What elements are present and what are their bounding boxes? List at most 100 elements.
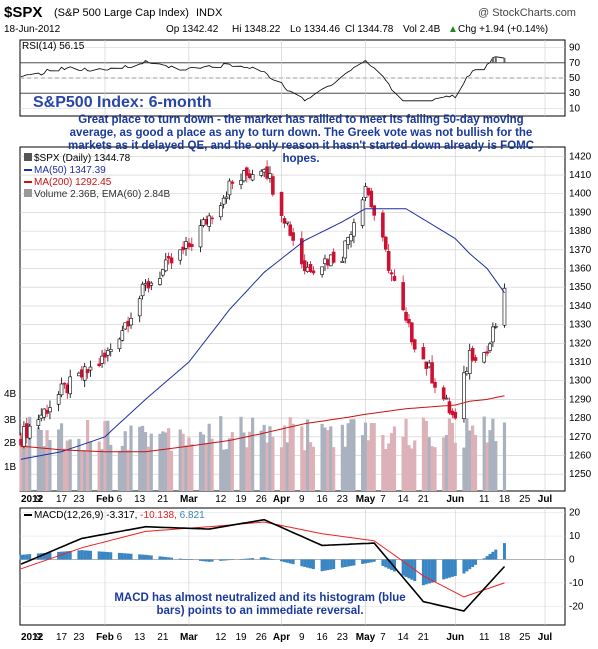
macd-legend-swatch <box>24 514 32 517</box>
candle-body <box>320 266 324 275</box>
volume-bar <box>407 445 411 491</box>
macd-histogram-bar <box>62 551 66 560</box>
volume-bar <box>117 450 122 491</box>
volume-bar <box>178 429 182 491</box>
x-axis-label: 9 <box>36 632 42 643</box>
candle-body <box>491 326 495 343</box>
volume-bar <box>22 437 26 491</box>
macd-histogram-bar <box>453 559 457 577</box>
change-arrow-icon: ▲ <box>448 24 458 35</box>
x-axis-label: 6 <box>117 632 123 643</box>
macd-histogram-bar <box>219 559 223 561</box>
volume-bar <box>251 417 255 491</box>
candle-body <box>56 394 61 405</box>
legend-volume-swatch <box>24 189 32 197</box>
candle-body <box>470 348 475 361</box>
macd-histogram-bar <box>349 559 353 566</box>
legend-price-label: $SPX (Daily) 1344.78 <box>34 153 131 164</box>
macd-histogram-bar <box>329 559 333 570</box>
stockcharts-watermark[interactable]: @ StockCharts.com <box>478 7 576 19</box>
candle-body <box>450 410 455 416</box>
volume-bar <box>288 417 292 491</box>
candle-body <box>488 343 492 351</box>
macd-note: MACD has almost neutralized and its hist… <box>114 592 406 617</box>
volume-bar <box>45 430 49 491</box>
volume-bar <box>352 419 356 491</box>
volume-bar <box>204 442 208 491</box>
moving-averages <box>20 208 505 460</box>
candle-body <box>169 257 174 264</box>
candle-body <box>24 423 29 439</box>
price-tick-label: 1270 <box>569 432 592 443</box>
candle-body <box>300 238 304 265</box>
volume-bar <box>164 432 168 491</box>
macd-histogram-bar <box>485 556 489 560</box>
candle-body <box>502 287 507 326</box>
candle-body <box>187 242 191 248</box>
macd-histogram-bar <box>433 559 437 582</box>
volume-bar <box>372 423 376 491</box>
x-axis-label: 17 <box>56 632 68 643</box>
candle-body <box>433 382 437 388</box>
macd-histogram-bar <box>45 552 49 560</box>
macd-histogram-bar <box>143 554 147 560</box>
x-axis-label: Feb <box>96 632 114 643</box>
macd-histogram-bar <box>346 559 350 567</box>
macd-histogram-bar <box>343 559 347 568</box>
volume-bar <box>424 420 428 491</box>
volume-bar <box>239 416 243 491</box>
macd-histogram-bar <box>303 559 307 567</box>
price-tick-label: 1310 <box>569 357 592 368</box>
volume-bar <box>28 416 32 491</box>
change-value: Chg +1.94 (+0.14%) <box>458 24 549 35</box>
candle-body <box>242 170 246 182</box>
volume-bar <box>462 447 466 491</box>
candle-body <box>36 419 41 426</box>
volume-bar <box>146 446 150 491</box>
macd-histogram-bar <box>494 549 498 560</box>
candle-body <box>161 269 165 276</box>
macd-histogram-bar <box>207 559 211 562</box>
volume-bar <box>227 438 232 491</box>
candle-body <box>262 169 266 173</box>
volume-bar <box>190 444 194 491</box>
candle-body <box>247 173 252 179</box>
volume-bar <box>129 425 133 491</box>
open-value: Op 1342.42 <box>166 24 219 35</box>
macd-histogram-bar <box>468 559 472 570</box>
x-axis-label: 23 <box>337 632 349 643</box>
low-value: Lo 1334.46 <box>290 24 341 35</box>
candle-body <box>27 425 32 439</box>
candle-body <box>163 259 168 272</box>
volume-bar <box>25 444 29 491</box>
volume-bar <box>291 423 295 491</box>
high-value: Hi 1348.22 <box>232 24 281 35</box>
candle-body <box>82 366 87 381</box>
candle-body <box>346 237 350 245</box>
volume-bar <box>323 427 327 491</box>
volume-bar <box>184 445 188 491</box>
volume-bar <box>65 440 69 491</box>
candle-body <box>259 170 264 176</box>
macd-tick-label: 20 <box>569 508 581 519</box>
macd-histogram-bar <box>77 550 81 560</box>
candle-body <box>271 176 275 195</box>
volume-bar <box>384 448 388 491</box>
candle-body <box>221 197 226 205</box>
volume-bar <box>80 450 84 491</box>
macd-histogram-bar <box>450 559 454 577</box>
x-axis-label: Apr <box>273 494 290 505</box>
macd-histogram-bar <box>369 559 373 563</box>
x-axis-label: 14 <box>398 632 410 643</box>
macd-histogram-bar <box>100 551 104 560</box>
x-axis-label: 2012 <box>21 632 44 643</box>
volume-tick-label: 3B <box>4 415 17 426</box>
x-axis-label: 9 <box>36 494 42 505</box>
volume-bar <box>332 447 336 491</box>
candle-body <box>383 236 388 250</box>
volume-bar <box>126 449 130 491</box>
volume-bar <box>488 430 492 491</box>
macd-label-hist: 6.821 <box>179 510 205 521</box>
macd-histogram-bar <box>248 558 252 560</box>
volume-bar <box>473 434 478 491</box>
